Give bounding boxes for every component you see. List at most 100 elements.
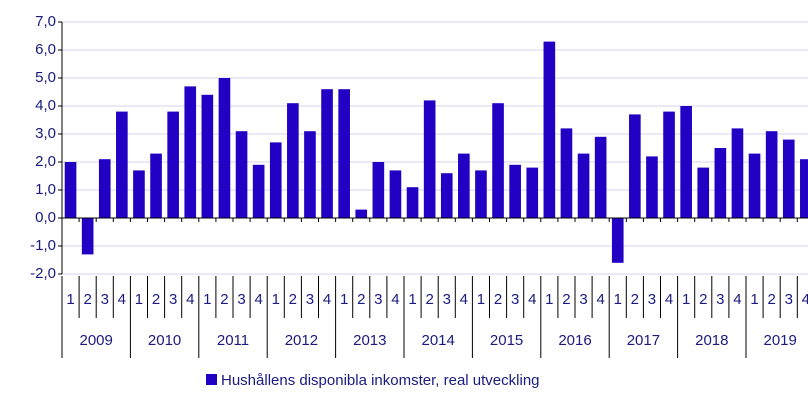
x-tick-label: 1 <box>408 291 416 308</box>
bar <box>133 170 145 218</box>
x-tick-label: 2 <box>562 291 570 308</box>
y-tick-label: 4,0 <box>35 97 56 114</box>
bar <box>765 131 778 218</box>
x-tick-label: 3 <box>374 291 382 308</box>
bar <box>611 218 624 263</box>
x-tick-label: 4 <box>528 291 536 308</box>
x-tick-label: 3 <box>306 291 314 308</box>
bar <box>116 111 128 218</box>
y-tick-label: 1,0 <box>35 181 56 198</box>
y-tick-label: 3,0 <box>35 125 56 142</box>
bar <box>680 106 692 218</box>
x-tick-label: 2 <box>357 291 365 308</box>
x-tick-label: 4 <box>254 291 262 308</box>
legend-swatch <box>206 374 217 385</box>
year-label: 2015 <box>490 332 523 349</box>
bar <box>304 131 316 218</box>
year-label: 2019 <box>764 332 797 349</box>
x-tick-label: 4 <box>118 291 126 308</box>
x-tick-label: 4 <box>323 291 331 308</box>
x-tick-label: 2 <box>631 291 639 308</box>
x-tick-label: 3 <box>443 291 451 308</box>
bar <box>389 170 402 218</box>
x-tick-label: 1 <box>545 291 553 308</box>
y-tick-label: 0,0 <box>35 209 56 226</box>
x-tick-label: 1 <box>135 291 143 308</box>
x-tick-label: 4 <box>460 291 468 308</box>
x-tick-label: 2 <box>220 291 228 308</box>
bar <box>321 89 333 218</box>
bar <box>406 187 419 218</box>
bar <box>731 128 744 218</box>
x-tick-label: 4 <box>186 291 194 308</box>
x-tick-label: 1 <box>477 291 485 308</box>
bar <box>423 100 436 218</box>
x-tick-label: 3 <box>785 291 793 308</box>
x-tick-label: 4 <box>665 291 673 308</box>
bar <box>440 173 453 218</box>
y-tick-label: 5,0 <box>35 69 56 86</box>
x-tick-label: 2 <box>767 291 775 308</box>
year-label: 2017 <box>627 332 660 349</box>
x-tick-label: 4 <box>733 291 741 308</box>
year-label: 2009 <box>80 332 113 349</box>
bar <box>629 114 641 218</box>
year-label: 2011 <box>217 332 249 349</box>
x-tick-label: 3 <box>648 291 656 308</box>
x-tick-label: 2 <box>152 291 160 308</box>
bar <box>646 156 658 218</box>
x-tick-label: 1 <box>272 291 280 308</box>
x-tick-label: 3 <box>101 291 109 308</box>
bar <box>98 159 111 218</box>
y-tick-label: -1,0 <box>30 237 56 254</box>
x-tick-label: 3 <box>716 291 724 308</box>
year-label: 2018 <box>695 332 728 349</box>
bar <box>714 148 727 218</box>
bar <box>697 167 710 218</box>
bar <box>800 159 808 218</box>
bar <box>526 167 539 218</box>
y-tick-label: 7,0 <box>35 13 56 30</box>
bar <box>577 153 590 218</box>
x-tick-label: 3 <box>511 291 519 308</box>
x-tick-label: 2 <box>699 291 707 308</box>
bar <box>458 153 470 218</box>
y-tick-label: -2,0 <box>30 265 56 282</box>
bar <box>782 139 795 218</box>
bar <box>252 164 265 218</box>
x-tick-label: 2 <box>289 291 297 308</box>
y-tick-label: 6,0 <box>35 41 56 58</box>
year-label: 2016 <box>558 332 591 349</box>
year-label: 2010 <box>148 332 181 349</box>
bar <box>235 131 248 218</box>
bar <box>372 162 385 218</box>
bar <box>594 136 607 218</box>
x-tick-label: 1 <box>682 291 690 308</box>
year-label: 2013 <box>353 332 386 349</box>
bar <box>663 111 675 218</box>
bar <box>167 111 179 218</box>
x-tick-label: 1 <box>614 291 622 308</box>
bar <box>509 164 521 218</box>
bar <box>338 89 350 218</box>
x-tick-label: 4 <box>596 291 604 308</box>
legend-label: Hushållens disponibla inkomster, real ut… <box>221 372 540 389</box>
x-tick-label: 3 <box>237 291 245 308</box>
x-tick-label: 2 <box>83 291 91 308</box>
year-label: 2012 <box>285 332 318 349</box>
bar <box>475 170 487 218</box>
bar <box>560 128 573 218</box>
x-tick-label: 2 <box>494 291 502 308</box>
x-tick-label: 4 <box>802 291 808 308</box>
x-tick-label: 1 <box>203 291 211 308</box>
year-label: 2014 <box>422 332 455 349</box>
bar <box>355 209 368 218</box>
bar <box>64 162 77 218</box>
x-tick-label: 3 <box>169 291 177 308</box>
x-tick-label: 1 <box>66 291 74 308</box>
x-tick-label: 4 <box>391 291 399 308</box>
x-tick-label: 3 <box>579 291 587 308</box>
bar <box>492 103 504 218</box>
y-tick-label: 2,0 <box>35 153 56 170</box>
